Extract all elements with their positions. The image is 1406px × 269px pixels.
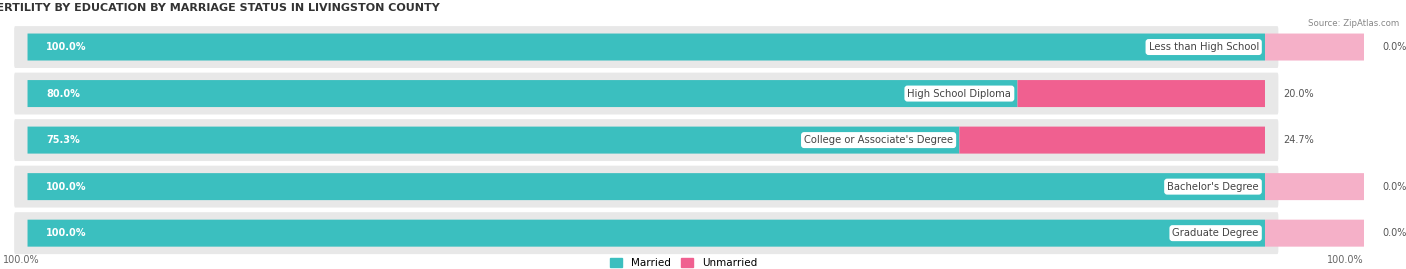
Legend: Married, Unmarried: Married, Unmarried <box>610 258 756 268</box>
Text: High School Diploma: High School Diploma <box>907 89 1011 98</box>
Text: 100.0%: 100.0% <box>3 255 39 265</box>
FancyBboxPatch shape <box>28 34 1265 61</box>
Text: 0.0%: 0.0% <box>1382 42 1406 52</box>
Text: FERTILITY BY EDUCATION BY MARRIAGE STATUS IN LIVINGSTON COUNTY: FERTILITY BY EDUCATION BY MARRIAGE STATU… <box>0 3 440 13</box>
FancyBboxPatch shape <box>28 173 1265 200</box>
Text: 100.0%: 100.0% <box>46 182 87 192</box>
FancyBboxPatch shape <box>14 73 1278 115</box>
Text: Graduate Degree: Graduate Degree <box>1173 228 1258 238</box>
Text: Bachelor's Degree: Bachelor's Degree <box>1167 182 1258 192</box>
FancyBboxPatch shape <box>14 212 1278 254</box>
FancyBboxPatch shape <box>1265 34 1364 61</box>
Text: 0.0%: 0.0% <box>1382 228 1406 238</box>
Text: 100.0%: 100.0% <box>46 42 87 52</box>
Text: 24.7%: 24.7% <box>1284 135 1315 145</box>
Text: Less than High School: Less than High School <box>1149 42 1258 52</box>
FancyBboxPatch shape <box>1265 173 1364 200</box>
FancyBboxPatch shape <box>14 166 1278 208</box>
FancyBboxPatch shape <box>28 80 1018 107</box>
Text: College or Associate's Degree: College or Associate's Degree <box>804 135 953 145</box>
Text: 20.0%: 20.0% <box>1284 89 1315 98</box>
FancyBboxPatch shape <box>959 127 1265 154</box>
FancyBboxPatch shape <box>14 119 1278 161</box>
Text: Source: ZipAtlas.com: Source: ZipAtlas.com <box>1308 19 1399 28</box>
Text: 75.3%: 75.3% <box>46 135 80 145</box>
Text: 100.0%: 100.0% <box>1327 255 1364 265</box>
Text: 100.0%: 100.0% <box>46 228 87 238</box>
FancyBboxPatch shape <box>1018 80 1265 107</box>
Text: 80.0%: 80.0% <box>46 89 80 98</box>
FancyBboxPatch shape <box>14 26 1278 68</box>
Text: 0.0%: 0.0% <box>1382 182 1406 192</box>
FancyBboxPatch shape <box>1265 220 1364 247</box>
FancyBboxPatch shape <box>28 220 1265 247</box>
FancyBboxPatch shape <box>28 127 959 154</box>
